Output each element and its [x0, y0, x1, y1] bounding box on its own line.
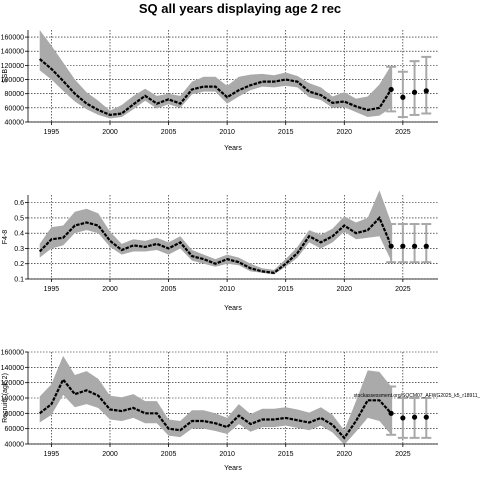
ssb-confidence-band	[39, 30, 392, 119]
f-x-tick-label: 2010	[219, 286, 235, 293]
ssb-x-tick-label: 2015	[278, 129, 294, 136]
rec-y-tick-label: 140000	[1, 365, 24, 372]
ssb-x-axis-label: Years	[224, 145, 242, 152]
rec-x-tick-label: 2010	[219, 451, 235, 458]
f-y-axis-label: F4-8	[2, 230, 9, 245]
f-y-tick-label: 0.4	[14, 231, 24, 238]
f-projection-point	[388, 243, 394, 249]
f-y-tick-label: 0.6	[14, 200, 24, 207]
ssb-estimate-line	[39, 58, 393, 117]
rec-confidence-band	[39, 355, 392, 445]
ssb-y-axis-label: SSB	[2, 69, 9, 83]
f-estimate-line	[38, 215, 393, 275]
ssb-y-tick-label: 120000	[1, 63, 24, 70]
f-confidence-band	[39, 190, 392, 275]
ssb-x-tick-label: 2020	[336, 129, 352, 136]
f-y-tick-label: 0.5	[14, 215, 24, 222]
ssb-x-tick-label: 2005	[161, 129, 177, 136]
f-y-tick-label: 0.1	[14, 277, 24, 284]
rec-x-tick-label: 2000	[102, 451, 118, 458]
panel-ssb: 40000 60000 80000 100000 120000 140000 160000 1…	[1, 30, 438, 152]
rec-y-tick-label: 160000	[1, 350, 24, 357]
rec-x-tick-label: 1995	[44, 451, 60, 458]
rec-x-tick-label: 2015	[278, 451, 294, 458]
rec-x-tick-label: 2020	[336, 451, 352, 458]
ssb-y-tick-label: 100000	[1, 77, 24, 84]
f-projection-point	[400, 243, 406, 249]
rec-x-axis-label: Years	[224, 465, 242, 472]
rec-x-tick-label: 2005	[161, 451, 177, 458]
f-x-tick-label: 2020	[336, 286, 352, 293]
f-x-tick-label: 2000	[102, 286, 118, 293]
ssb-y-tick-label: 160000	[1, 35, 24, 42]
panel-recruitment: 40000 60000 80000 100000 120000 140000 160000 1…	[1, 350, 480, 473]
rec-x-tick-label: 2025	[395, 451, 411, 458]
ssb-y-tick-label: 80000	[5, 91, 25, 98]
ssb-projection-point	[388, 86, 394, 93]
f-projection-point	[423, 243, 429, 249]
ssb-x-tick-label: 2000	[102, 129, 118, 136]
page-title: SQ all years displaying age 2 rec	[138, 1, 342, 16]
f-x-tick-label: 2025	[395, 286, 411, 293]
ssb-projection-point	[411, 89, 418, 95]
ssb-projection-point	[400, 94, 406, 100]
rec-y-tick-label: 40000	[5, 442, 25, 449]
f-y-tick-label: 0.3	[14, 246, 24, 253]
f-x-tick-label: 2015	[278, 286, 294, 293]
rec-y-tick-label: 120000	[1, 380, 24, 387]
f-x-tick-label: 2005	[161, 286, 177, 293]
rec-projection-point	[423, 414, 429, 420]
f-projection-point	[411, 243, 418, 249]
panel-fishing-mortality: 0.1 0.2 0.3 0.4 0.5 0.6 1995 2000 2005 2010 2015 20…	[2, 190, 438, 312]
f-x-tick-label: 1995	[44, 286, 60, 293]
ssb-y-tick-label: 140000	[1, 49, 24, 56]
ssb-x-tick-label: 2010	[219, 129, 235, 136]
ssb-y-tick-label: 40000	[5, 120, 25, 127]
ssb-x-tick-label: 2025	[395, 129, 411, 136]
rec-y-tick-label: 80000	[5, 411, 25, 418]
rec-y-tick-label: 60000	[5, 426, 25, 433]
ssb-y-tick-label: 60000	[5, 105, 25, 112]
ssb-x-tick-label: 1995	[44, 129, 60, 136]
f-x-axis-label: Years	[224, 305, 242, 312]
rec-estimate-line	[39, 377, 392, 440]
rec-projection-point	[388, 410, 394, 416]
rec-y-tick-label: 100000	[1, 396, 24, 403]
rec-projection-point	[400, 415, 406, 421]
rec-annotation: stockassessment.org/SQCM07_AFWG2025_k5_r…	[354, 393, 480, 399]
rec-y-axis-label: Recruits (age 2)	[2, 373, 9, 423]
rec-projection-point	[411, 414, 418, 420]
ssb-projection-point	[423, 88, 429, 94]
f-y-tick-label: 0.2	[14, 261, 24, 268]
